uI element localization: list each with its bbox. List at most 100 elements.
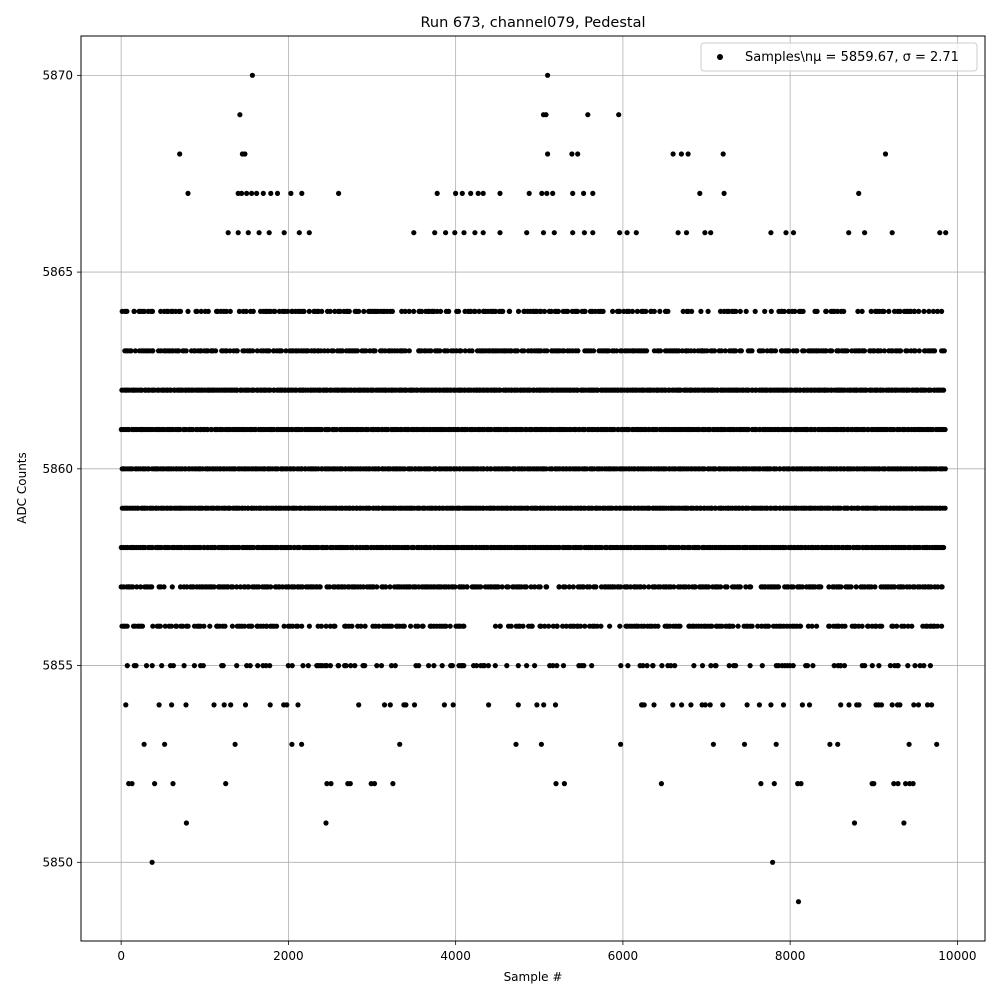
data-point: [768, 308, 774, 314]
data-point: [617, 308, 623, 314]
data-point: [897, 702, 903, 708]
data-point: [305, 663, 311, 669]
data-point: [241, 623, 248, 629]
data-point: [747, 663, 753, 669]
data-point: [848, 584, 854, 590]
data-point: [550, 190, 556, 196]
data-point: [851, 820, 858, 826]
data-point: [744, 702, 750, 708]
data-point: [680, 308, 686, 314]
data-point: [670, 702, 676, 708]
data-point: [905, 623, 911, 629]
data-point: [915, 702, 922, 708]
data-point: [246, 584, 252, 590]
data-point: [356, 702, 362, 708]
data-point: [643, 308, 649, 314]
data-point: [554, 663, 560, 669]
data-point: [665, 308, 671, 314]
data-point: [575, 151, 581, 157]
data-point: [766, 623, 772, 629]
data-point: [859, 308, 865, 314]
data-point: [889, 702, 895, 708]
y-tick-label: 5855: [42, 659, 73, 673]
data-point: [575, 308, 581, 314]
data-point: [445, 348, 451, 354]
data-point: [264, 623, 270, 629]
data-point: [237, 112, 243, 118]
data-point: [183, 348, 189, 354]
data-point: [131, 308, 137, 314]
data-point: [934, 623, 941, 629]
data-point: [755, 623, 761, 629]
data-point: [724, 584, 730, 590]
data-point: [794, 348, 800, 354]
legend: Samples\nμ = 5859.67, σ = 2.71: [700, 42, 978, 72]
data-point: [476, 308, 482, 314]
data-point: [450, 702, 456, 708]
data-point: [657, 348, 664, 354]
data-point: [873, 623, 879, 629]
data-point: [177, 308, 184, 314]
data-point: [289, 741, 295, 747]
data-point: [886, 308, 892, 314]
legend-label: Samples\nμ = 5859.67, σ = 2.71: [745, 50, 959, 65]
data-point: [869, 663, 875, 669]
data-point: [323, 820, 329, 826]
data-point: [624, 230, 630, 236]
data-point: [323, 623, 329, 629]
data-point: [268, 584, 274, 590]
data-point: [853, 584, 859, 590]
data-point: [336, 190, 342, 196]
x-tick-label: 8000: [775, 949, 806, 963]
data-point: [317, 584, 323, 590]
data-point: [541, 308, 548, 314]
data-point: [326, 584, 332, 590]
data-point: [555, 308, 562, 314]
data-point: [743, 584, 749, 590]
data-point: [181, 663, 187, 669]
data-point: [300, 663, 306, 669]
data-point: [207, 623, 213, 629]
data-point: [149, 859, 155, 865]
data-point: [841, 308, 847, 314]
data-point: [929, 702, 935, 708]
data-point: [290, 623, 296, 629]
data-point: [561, 781, 568, 787]
data-point: [916, 348, 922, 354]
data-point: [591, 348, 597, 354]
data-point: [480, 190, 486, 196]
data-point: [823, 308, 829, 314]
data-point: [941, 387, 947, 393]
data-point: [185, 308, 191, 314]
data-point: [930, 308, 937, 314]
data-point: [260, 190, 266, 196]
data-point: [534, 702, 540, 708]
data-point: [921, 663, 927, 669]
data-point: [916, 308, 922, 314]
data-point: [688, 702, 694, 708]
data-point: [868, 308, 874, 314]
data-point: [281, 623, 287, 629]
data-point: [397, 741, 403, 747]
data-point: [245, 230, 251, 236]
data-point: [481, 663, 487, 669]
data-point: [461, 230, 467, 236]
data-point: [582, 623, 588, 629]
data-point: [570, 230, 576, 236]
data-point: [859, 623, 865, 629]
data-point: [508, 623, 514, 629]
data-point: [428, 348, 434, 354]
data-point: [390, 781, 396, 787]
data-point: [924, 702, 931, 708]
data-point: [809, 623, 815, 629]
data-point: [274, 190, 281, 196]
data-point: [545, 72, 551, 78]
data-point: [475, 190, 481, 196]
data-point: [132, 348, 138, 354]
data-point: [895, 663, 901, 669]
data-point: [910, 781, 916, 787]
data-point: [721, 190, 727, 196]
data-point: [846, 230, 852, 236]
data-point: [650, 663, 656, 669]
data-point: [508, 348, 514, 354]
